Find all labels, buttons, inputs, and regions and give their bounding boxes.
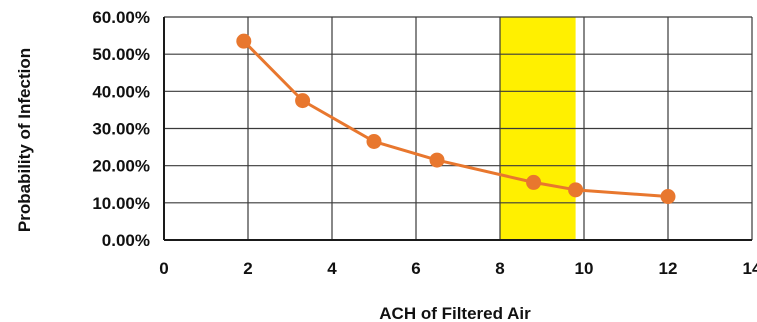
x-tick-label: 2	[243, 259, 252, 278]
series-line	[242, 40, 669, 199]
data-point	[366, 134, 382, 150]
data-point	[526, 174, 542, 190]
x-tick-label: 14	[743, 259, 757, 278]
x-tick-label: 12	[659, 259, 678, 278]
y-tick-label: 0.00%	[102, 231, 150, 250]
data-point	[295, 93, 311, 109]
x-tick-label: 0	[159, 259, 168, 278]
data-point	[660, 189, 676, 205]
axis-layer	[163, 17, 752, 241]
x-tick-label: 10	[575, 259, 594, 278]
x-tick-label: 4	[327, 259, 337, 278]
series-layer	[236, 33, 676, 205]
y-tick-label: 50.00%	[92, 45, 150, 64]
y-axis-title: Probability of Infection	[15, 48, 34, 232]
y-tick-label: 20.00%	[92, 157, 150, 176]
x-tick-label: 6	[411, 259, 420, 278]
y-tick-label: 10.00%	[92, 194, 150, 213]
y-tick-label: 40.00%	[92, 82, 150, 101]
x-tick-label: 8	[495, 259, 504, 278]
y-tick-label: 60.00%	[92, 8, 150, 27]
x-axis-title: ACH of Filtered Air	[379, 304, 531, 322]
data-point	[568, 182, 584, 198]
y-tick-label: 30.00%	[92, 120, 150, 139]
data-point	[236, 33, 252, 49]
data-point	[429, 152, 445, 168]
tick-label-layer: 0 2 4 6 8 10 12 14 0.00% 10.00% 20.00% 30.00% 40.00%…	[92, 8, 757, 278]
